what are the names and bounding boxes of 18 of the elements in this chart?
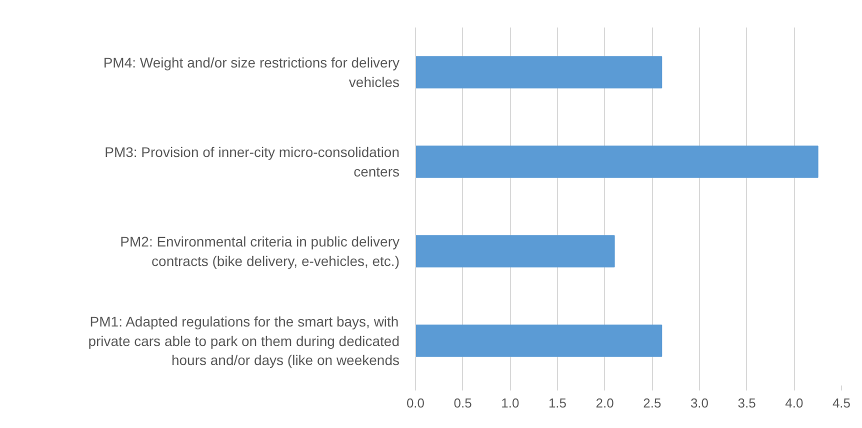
x-tick-label: 0.5	[454, 396, 472, 410]
x-tick-label: 2.0	[596, 396, 614, 410]
x-tick-label: 4.5	[832, 396, 851, 410]
y-tick-label: PM1: Adapted regulations for the smart bays, with private cars able to park on them during dedicated hours and/or days (like on weekends	[88, 314, 400, 368]
y-tick-label: PM4: Weight and/or size restrictions for delivery vehicles	[103, 54, 400, 90]
y-tick-label: PM3: Provision of inner-city micro-consolidation centers	[104, 144, 400, 180]
x-tick-label: 1.5	[548, 396, 567, 410]
x-tick-label: 1.0	[501, 396, 520, 410]
y-tick-label: PM2: Environmental criteria in public delivery contracts (bike delivery, e-vehicles, etc.)	[120, 234, 400, 269]
x-tick-label: 0.0	[406, 396, 425, 410]
x-tick-label: 4.0	[785, 396, 804, 410]
bar	[416, 56, 662, 88]
x-tick-label: 3.5	[738, 396, 756, 410]
bar	[416, 235, 615, 268]
bar	[416, 324, 662, 357]
bar	[416, 146, 818, 178]
x-tick-label: 2.5	[643, 396, 662, 410]
x-tick-label: 3.0	[690, 396, 709, 410]
